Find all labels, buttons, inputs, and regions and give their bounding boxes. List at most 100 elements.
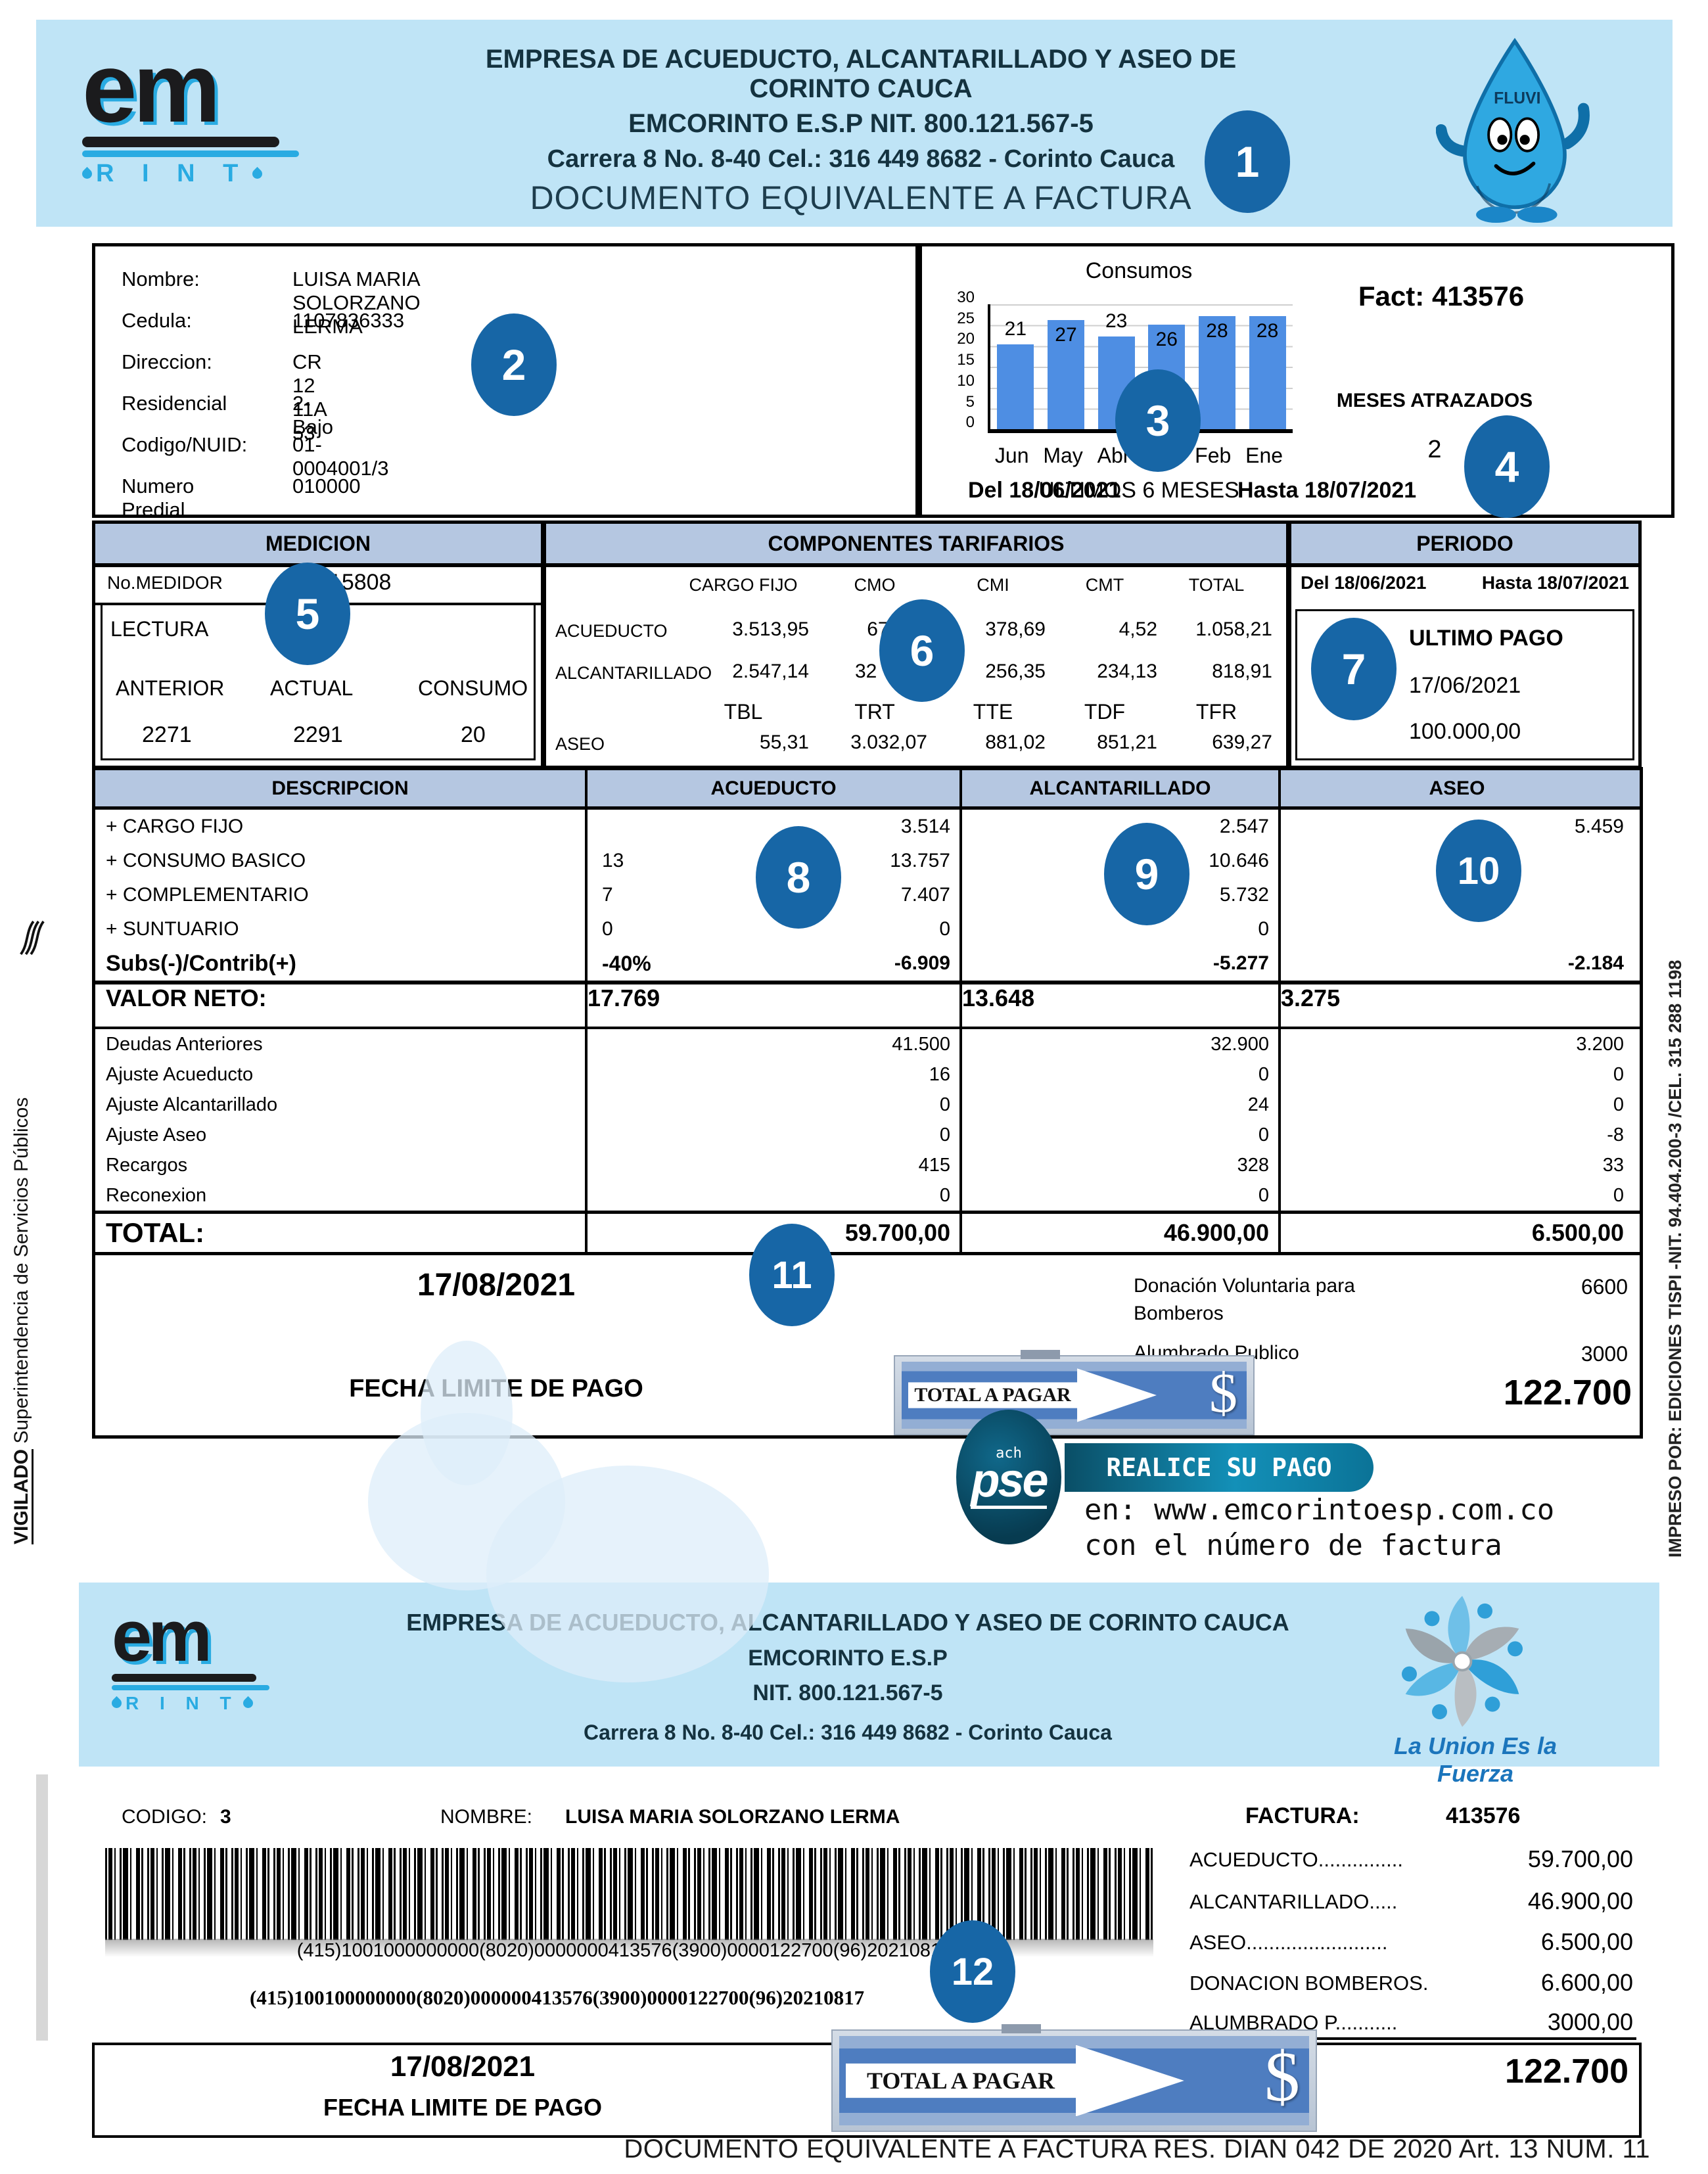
table-row-subs: Subs(-)/Contrib(+) -40% -6.909 -5.277 -2.… [95, 946, 1640, 981]
bar-jun: 21 [997, 318, 1034, 429]
customer-label: Residencial [122, 392, 227, 415]
col-consumo: CONSUMO [418, 676, 528, 700]
annotation-circle-7: 7 [1311, 618, 1396, 720]
widget-body: TOTAL A PAGAR $ [839, 2036, 1309, 2125]
customer-value: 1107836333 [292, 309, 405, 332]
meses-atrasados-label: MESES ATRAZADOS [1336, 390, 1533, 411]
col-cargo-fijo: CARGO FIJO [689, 575, 798, 595]
alumbrado-value: 3000 [1581, 1342, 1628, 1366]
donacion-label-line1: Donación Voluntaria para [1134, 1275, 1355, 1297]
dollar-sign: $ [1209, 1361, 1237, 1424]
tbl-label: TBL [724, 700, 763, 724]
barcode-text: (415)1001000000000(8020)0000000413576(39… [296, 1940, 952, 1961]
logo-rint-text: R I N T [80, 160, 299, 188]
consumption-chart-box: Consumos 30 25 20 15 10 5 0 21 27 23 26 28 28 … [919, 243, 1674, 518]
total-a-pagar-widget: TOTAL A PAGAR $ [831, 2024, 1317, 2132]
factura-label: FACTURA: [1245, 1803, 1360, 1828]
stub-item-value: 46.900,00 [1527, 1887, 1633, 1914]
lectura-area: LECTURA ANTERIOR ACTUAL CONSUMO 2271 229… [101, 605, 536, 760]
stub-item-value: 3000,00 [1547, 2008, 1633, 2035]
col-cmo: CMO [854, 575, 896, 595]
total-row: TOTAL: 59.700,00 46.900,00 6.500,00 [95, 1211, 1640, 1255]
table-row: Ajuste Aseo 0 0 -8 [95, 1120, 1640, 1150]
col-cmt: CMT [1085, 575, 1124, 595]
stub-fecha-limite: 17/08/2021 [390, 2050, 536, 2083]
customer-label: Nombre: [122, 267, 200, 290]
stub-divider [1189, 2037, 1636, 2040]
annotation-circle-1: 1 [1205, 110, 1290, 213]
chart-title: Consumos [1085, 258, 1193, 283]
annotation-circle-12: 12 [930, 1920, 1015, 2023]
ssp-squiggle-icon [20, 920, 45, 956]
left-edge-strip [36, 1774, 48, 2041]
lectura-anterior: 2271 [142, 722, 192, 747]
emcorinto-logo: em R I N T [80, 38, 299, 188]
tte-label: TTE [973, 700, 1013, 724]
table-row: + COMPLEMENTARIO 7 7.407 5.732 [95, 878, 1640, 912]
ultimo-pago-area: ULTIMO PAGO 17/06/2021 100.000,00 [1295, 609, 1634, 760]
company-short-name: EMCORINTO E.S.P [748, 1646, 948, 1671]
water-drop-icon [80, 166, 95, 181]
codigo-value: 3 [220, 1806, 231, 1828]
col-anterior: ANTERIOR [116, 676, 225, 700]
stub-item-value: 6.600,00 [1540, 1969, 1633, 1996]
stub-item-label: DONACION BOMBEROS. [1189, 1972, 1429, 1995]
stub-item-label: ACUEDUCTO............... [1189, 1848, 1403, 1871]
table-row: Ajuste Alcantarillado 0 24 0 [95, 1090, 1640, 1120]
water-drop-icon [250, 166, 265, 181]
donacion-value: 6600 [1581, 1275, 1628, 1299]
total-a-pagar-arrow: TOTAL A PAGAR [908, 1368, 1157, 1422]
customer-value: LUISA MARIA SOLORZANO LERMA [292, 267, 421, 338]
bar-may: 27 [1047, 320, 1084, 429]
table-row: + CONSUMO BASICO 13 13.757 10.646 [95, 844, 1640, 878]
fecha-limite-value: 17/08/2021 [417, 1268, 576, 1303]
stub-item-value: 59.700,00 [1527, 1845, 1633, 1872]
annotation-circle-11: 11 [749, 1224, 835, 1326]
table-row: Reconexion 0 0 0 [95, 1180, 1640, 1211]
table-row: Deudas Anteriores 41.500 32.900 3.200 [95, 1029, 1640, 1059]
customer-value: CR 12 11A 53 [292, 350, 327, 444]
emcorinto-logo: em R I N T [109, 1600, 269, 1714]
annotation-circle-6: 6 [879, 599, 965, 702]
company-header-text: EMPRESA DE ACUEDUCTO, ALCANTARILLADO Y A… [424, 45, 1298, 217]
row-alcantarillado: ALCANTARILLADO [555, 663, 712, 683]
ultimo-pago-fecha: 17/06/2021 [1409, 673, 1521, 698]
header-band: em R I N T EMPRESA DE ACUEDUCTO, ALCANTA… [36, 20, 1673, 227]
lectura-consumo: 20 [461, 722, 486, 747]
stub-header-band: em R I N T EMPRESA DE ACUEDUCTO, ALCANTA… [79, 1583, 1659, 1787]
stub-fecha-limite-label: FECHA LIMITE DE PAGO [323, 2094, 602, 2121]
bar-ene: 28 [1249, 316, 1286, 429]
customer-value: 2-Bajo [292, 392, 334, 438]
water-drop-icon [241, 1696, 255, 1711]
trt-label: TRT [854, 700, 895, 724]
total-a-pagar-widget: TOTAL A PAGAR $ [894, 1350, 1255, 1435]
customer-label: Cedula: [122, 309, 192, 332]
col-actual: ACTUAL [270, 676, 354, 700]
customer-value: 01-0004001/3 [292, 433, 389, 480]
payment-url-line: en: www.emcorintoesp.com.co [1084, 1493, 1555, 1527]
annotation-circle-2: 2 [471, 313, 557, 416]
nombre-label: NOMBRE: [440, 1806, 533, 1828]
pinwheel-icon [1402, 1596, 1523, 1727]
company-name: EMPRESA DE ACUEDUCTO, ALCANTARILLADO Y A… [485, 45, 1237, 103]
annotation-circle-4: 4 [1464, 415, 1550, 518]
periodo-del: Del 18/06/2021 [1301, 572, 1427, 593]
stub-item-label: ASEO......................... [1189, 1931, 1388, 1954]
row-aseo: ASEO [555, 734, 605, 754]
lectura-label: LECTURA [110, 617, 209, 641]
realice-su-pago-banner: REALICE SU PAGO [1065, 1443, 1373, 1492]
dollar-sign: $ [1264, 2038, 1300, 2117]
annotation-circle-10: 10 [1436, 820, 1521, 922]
customer-label: Numero Predial [122, 474, 195, 521]
ultimo-pago-valor: 100.000,00 [1409, 719, 1521, 744]
ultimo-pago-label: ULTIMO PAGO [1409, 626, 1563, 651]
periodo-hasta: Hasta 18/07/2021 [1481, 572, 1629, 593]
table-row: Recargos 415 328 33 [95, 1150, 1640, 1180]
footer-legal-text: DOCUMENTO EQUIVALENTE A FACTURA RES. DIA… [624, 2135, 1650, 2163]
tfr-label: TFR [1195, 700, 1237, 724]
widget-tab [1020, 1350, 1060, 1359]
lectura-actual: 2291 [293, 722, 343, 747]
company-nit: EMCORINTO E.S.P NIT. 800.121.567-5 [628, 109, 1094, 138]
table-row: Ajuste Acueducto 16 0 0 [95, 1059, 1640, 1090]
